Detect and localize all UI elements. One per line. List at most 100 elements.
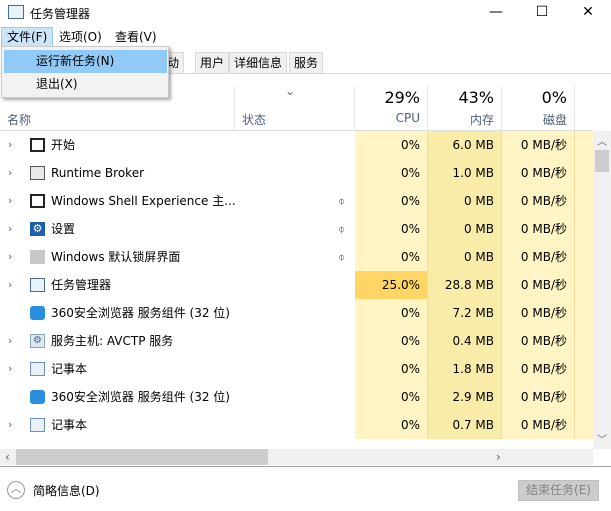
sort-chevron-icon: ⌄ (285, 84, 296, 98)
column-status-label: 状态 (242, 113, 267, 127)
chevron-up-circle-icon[interactable]: ︿ (7, 481, 25, 499)
process-row[interactable]: › ⚙ 设置 ⌽ 0% 0 MB 0 MB/秒 (0, 215, 593, 243)
cpu-cell: 0% (355, 243, 428, 271)
cpu-cell: 0% (355, 355, 428, 383)
disk-cell: 0 MB/秒 (502, 327, 575, 355)
process-list: › 开始 0% 6.0 MB 0 MB/秒 › Runtime Broker 0% 1.0 MB… (0, 131, 593, 449)
cpu-cell: 0% (355, 215, 428, 243)
memory-cell: 1.8 MB (428, 355, 502, 383)
memory-cell: 6.0 MB (428, 131, 502, 159)
scroll-down-icon[interactable]: ﹀ (597, 435, 607, 446)
process-name: Runtime Broker (51, 166, 145, 180)
end-task-button[interactable]: 结束任务(E) (518, 480, 599, 501)
disk-cell: 0 MB/秒 (502, 159, 575, 187)
fewer-details-link[interactable]: 简略信息(D) (33, 484, 100, 498)
cpu-cell: 0% (355, 411, 428, 439)
expand-chevron-icon[interactable]: › (8, 194, 13, 207)
expand-chevron-icon[interactable]: › (8, 166, 13, 179)
cpu-total: 29% (384, 88, 420, 107)
maximize-button[interactable]: ☐ (535, 4, 549, 20)
column-header-disk[interactable]: 0% 磁盘 (502, 86, 575, 131)
process-row[interactable]: › 记事本 0% 1.8 MB 0 MB/秒 (0, 355, 593, 383)
suspended-leaf-icon: ⌽ (338, 222, 346, 236)
vertical-scroll-thumb[interactable] (595, 150, 609, 172)
cpu-cell: 25.0% (355, 271, 428, 299)
process-row[interactable]: › ⚙ 服务主机: AVCTP 服务 0% 0.4 MB 0 MB/秒 (0, 327, 593, 355)
process-name: 开始 (51, 138, 76, 152)
horizontal-scroll-thumb[interactable] (16, 449, 268, 465)
disk-cell: 0 MB/秒 (502, 355, 575, 383)
menu-options[interactable]: 选项(O) (59, 30, 102, 44)
column-name-label: 名称 (7, 113, 32, 127)
extra-cell (575, 299, 593, 327)
lockscreen-icon (30, 250, 45, 264)
expand-chevron-icon[interactable]: › (8, 222, 13, 235)
window-icon (30, 194, 45, 208)
cpu-cell: 0% (355, 383, 428, 411)
extra-cell (575, 215, 593, 243)
process-row[interactable]: › Runtime Broker 0% 1.0 MB 0 MB/秒 (0, 159, 593, 187)
close-button[interactable]: ✕ (582, 4, 594, 20)
gear-icon: ⚙ (30, 222, 45, 236)
expand-chevron-icon[interactable]: › (8, 334, 13, 347)
process-name: 360安全浏览器 服务组件 (32 位) (51, 306, 230, 320)
column-header-memory[interactable]: 43% 内存 (428, 86, 502, 131)
suspended-leaf-icon: ⌽ (338, 194, 346, 208)
footer-divider (0, 466, 611, 467)
expand-chevron-icon[interactable]: › (8, 250, 13, 263)
file-menu-dropdown: 运行新任务(N) 退出(X) (1, 46, 169, 98)
extra-cell (575, 271, 593, 299)
expand-chevron-icon[interactable]: › (8, 418, 13, 431)
menu-view[interactable]: 查看(V) (115, 30, 157, 44)
process-name: 360安全浏览器 服务组件 (32 位) (51, 390, 230, 404)
memory-label: 内存 (469, 113, 494, 127)
disk-cell: 0 MB/秒 (502, 187, 575, 215)
menu-file[interactable]: 文件(F) (1, 27, 54, 47)
tab-details[interactable]: 详细信息 (229, 52, 288, 74)
process-row[interactable]: › 记事本 0% 0.7 MB 0 MB/秒 (0, 411, 593, 439)
header-divider (0, 130, 593, 131)
menu-item-run-new-task[interactable]: 运行新任务(N) (4, 50, 167, 73)
memory-cell: 28.8 MB (428, 271, 502, 299)
extra-cell (575, 355, 593, 383)
tab-bar: 启动 用户 详细信息 服务 (0, 52, 611, 74)
column-header-cpu[interactable]: 29% CPU (355, 86, 428, 131)
process-row[interactable]: 360安全浏览器 服务组件 (32 位) 0% 7.2 MB 0 MB/秒 (0, 299, 593, 327)
process-row[interactable]: › Windows Shell Experience 主... ⌽ 0% 0 MB 0 M… (0, 187, 593, 215)
app-icon (30, 166, 45, 180)
minimize-button[interactable]: — (489, 4, 503, 20)
notepad-icon (30, 362, 45, 376)
menu-item-exit[interactable]: 退出(X) (36, 77, 78, 91)
disk-cell: 0 MB/秒 (502, 243, 575, 271)
column-header-status[interactable]: ⌄ 状态 (235, 84, 355, 131)
memory-cell: 1.0 MB (428, 159, 502, 187)
disk-label: 磁盘 (542, 113, 567, 127)
browser-360-icon (30, 306, 45, 320)
tab-services[interactable]: 服务 (289, 52, 324, 74)
process-row[interactable]: › Windows 默认锁屏界面 ⌽ 0% 0 MB 0 MB/秒 (0, 243, 593, 271)
expand-chevron-icon[interactable]: › (8, 138, 13, 151)
browser-360-icon (30, 390, 45, 404)
cpu-cell: 0% (355, 131, 428, 159)
scroll-up-icon[interactable]: ︿ (597, 137, 607, 148)
memory-cell: 7.2 MB (428, 299, 502, 327)
process-row[interactable]: › 任务管理器 25.0% 28.8 MB 0 MB/秒 (0, 271, 593, 299)
expand-chevron-icon[interactable]: › (8, 362, 13, 375)
memory-cell: 0.4 MB (428, 327, 502, 355)
scroll-left-icon[interactable]: ‹ (5, 450, 10, 464)
taskmgr-icon (30, 278, 45, 292)
horizontal-scrollbar[interactable]: ‹ › (0, 449, 593, 465)
process-row[interactable]: 360安全浏览器 服务组件 (32 位) 0% 2.9 MB 0 MB/秒 (0, 383, 593, 411)
expand-chevron-icon[interactable]: › (8, 278, 13, 291)
column-header-name[interactable]: 名称 (0, 86, 235, 131)
tab-users[interactable]: 用户 (195, 52, 230, 74)
disk-cell: 0 MB/秒 (502, 299, 575, 327)
scroll-right-icon[interactable]: › (496, 450, 501, 464)
process-name: 记事本 (51, 418, 88, 432)
disk-cell: 0 MB/秒 (502, 131, 575, 159)
task-manager-icon (8, 5, 24, 19)
process-row[interactable]: › 开始 0% 6.0 MB 0 MB/秒 (0, 131, 593, 159)
extra-cell (575, 187, 593, 215)
vertical-scrollbar[interactable]: ︿ ﹀ (593, 131, 611, 449)
memory-cell: 0 MB (428, 243, 502, 271)
